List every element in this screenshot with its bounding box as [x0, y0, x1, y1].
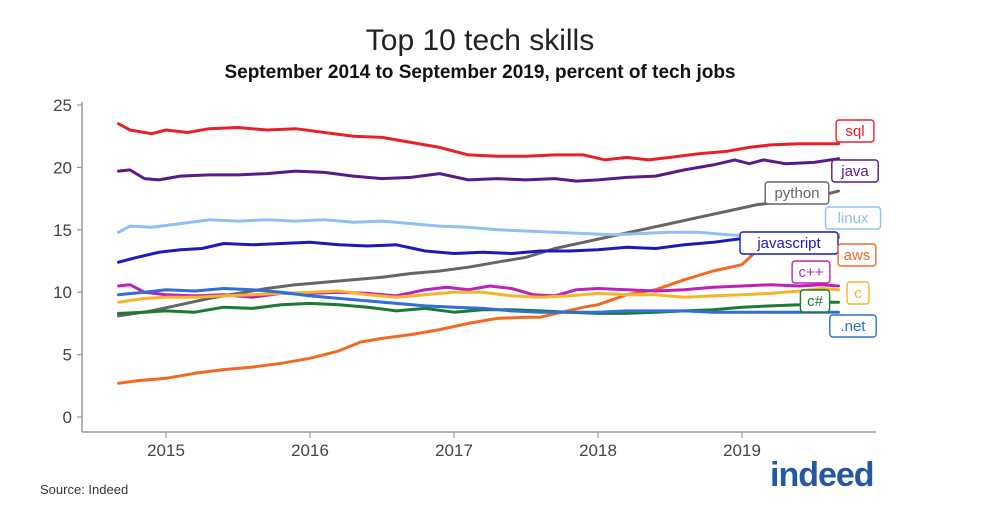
series-line-xnet [117, 287, 840, 314]
indeed-wordmark: indeed [770, 456, 875, 494]
indeed-logo: indeed [770, 456, 875, 495]
series-label-text: .net [840, 318, 866, 335]
series-line-sql [117, 122, 840, 162]
y-axis-ticks: 0 5 10 15 20 25 [53, 96, 82, 427]
series-label-box [824, 206, 882, 230]
y-tick-label: 25 [53, 96, 72, 115]
series-line-c [117, 287, 840, 304]
series-label-text: c++ [798, 264, 823, 281]
series-label-xnet: .net [829, 314, 877, 338]
series-label-box [831, 159, 879, 183]
series-line-linux [117, 218, 840, 238]
series-label-box [835, 119, 875, 143]
series-label-text: javascript [756, 235, 821, 252]
x-tick-label: 2017 [435, 441, 473, 460]
series-label-java: java [831, 159, 879, 183]
series-label-box [764, 181, 830, 205]
y-tick-label: 5 [63, 346, 72, 365]
series-label-text: c# [807, 293, 824, 310]
series-label-text: linux [838, 210, 869, 227]
series-label-python: python [764, 181, 830, 205]
series-label-text: c [854, 285, 862, 302]
series-label-text: python [774, 185, 819, 202]
x-axis-ticks: 2015 2016 2017 2018 2019 [147, 432, 761, 460]
series-line-javascript [117, 235, 840, 264]
series-label-box [739, 231, 839, 255]
series-label-text: aws [844, 247, 871, 264]
series-label-text: java [840, 163, 869, 180]
series-label-sql: sql [835, 119, 875, 143]
series-label-box [791, 260, 831, 284]
chart-subtitle: September 2014 to September 2019, percen… [224, 62, 736, 83]
series-labels: sql java python linux javascript aws c++ c c# .ne… [739, 119, 882, 338]
series-label-text: sql [845, 123, 864, 140]
axes [81, 102, 876, 433]
series-label-aws: aws [837, 243, 877, 267]
x-tick-label: 2016 [291, 441, 329, 460]
series-lines [117, 122, 840, 385]
series-line-python [117, 189, 840, 318]
y-tick-label: 15 [53, 221, 72, 240]
chart-title: Top 10 tech skills [365, 24, 595, 57]
x-tick-label: 2019 [723, 441, 761, 460]
series-label-linux: linux [824, 206, 882, 230]
x-tick-label: 2018 [579, 441, 617, 460]
series-label-box [799, 289, 831, 313]
series-label-box [829, 314, 877, 338]
series-line-aws [117, 235, 840, 385]
source-note: Source: Indeed [40, 482, 129, 497]
series-label-cx: c# [799, 289, 831, 313]
series-label-cxx: c++ [791, 260, 831, 284]
x-tick-label: 2015 [147, 441, 185, 460]
series-line-java [117, 157, 840, 183]
series-label-box [846, 281, 870, 305]
series-label-c: c [846, 281, 870, 305]
y-tick-label: 20 [53, 158, 72, 177]
series-label-box [837, 243, 877, 267]
y-tick-label: 0 [63, 408, 72, 427]
y-tick-label: 10 [53, 283, 72, 302]
series-label-javascript: javascript [739, 231, 839, 255]
